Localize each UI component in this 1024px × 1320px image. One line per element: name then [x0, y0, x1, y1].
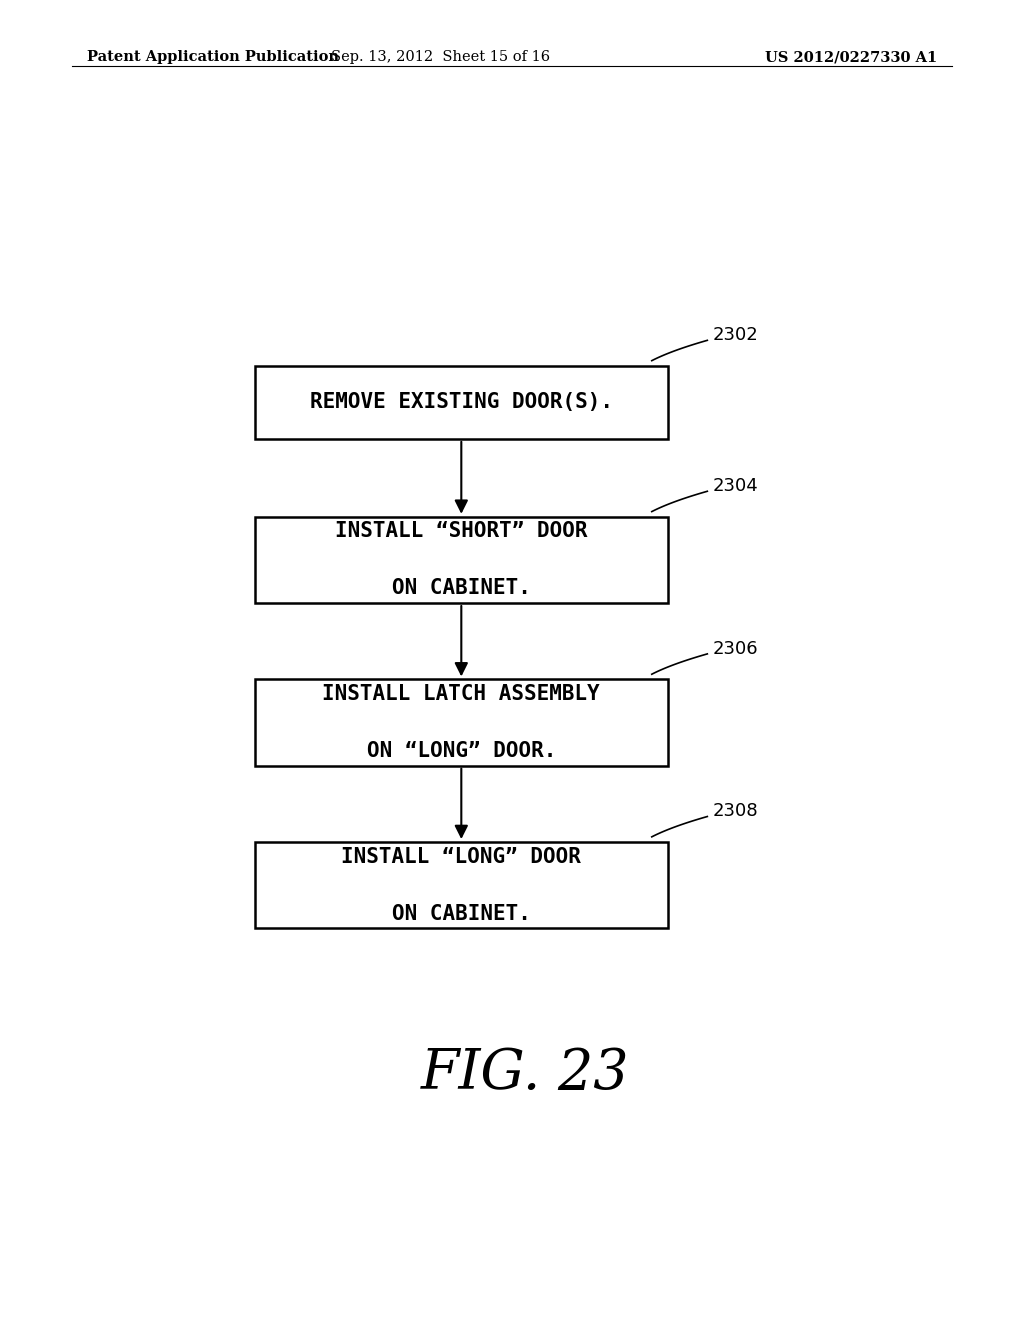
Text: Sep. 13, 2012  Sheet 15 of 16: Sep. 13, 2012 Sheet 15 of 16	[331, 50, 550, 65]
Text: US 2012/0227330 A1: US 2012/0227330 A1	[765, 50, 937, 65]
Bar	[255, 842, 668, 928]
Text: 2306: 2306	[713, 640, 758, 657]
Text: INSTALL LATCH ASSEMBLY: INSTALL LATCH ASSEMBLY	[323, 684, 600, 704]
Text: 2308: 2308	[713, 803, 758, 821]
Bar	[255, 680, 668, 766]
Text: INSTALL “LONG” DOOR: INSTALL “LONG” DOOR	[341, 846, 582, 867]
Text: 2302: 2302	[713, 326, 758, 345]
Bar	[255, 366, 668, 440]
Text: INSTALL “SHORT” DOOR: INSTALL “SHORT” DOOR	[335, 521, 588, 541]
Text: FIG. 23: FIG. 23	[421, 1045, 629, 1101]
Text: ON “LONG” DOOR.: ON “LONG” DOOR.	[367, 741, 556, 760]
Text: REMOVE EXISTING DOOR(S).: REMOVE EXISTING DOOR(S).	[310, 392, 612, 412]
Text: Patent Application Publication: Patent Application Publication	[87, 50, 339, 65]
Bar	[255, 516, 668, 603]
Text: ON CABINET.: ON CABINET.	[392, 578, 530, 598]
Text: ON CABINET.: ON CABINET.	[392, 904, 530, 924]
Text: 2304: 2304	[713, 478, 758, 495]
